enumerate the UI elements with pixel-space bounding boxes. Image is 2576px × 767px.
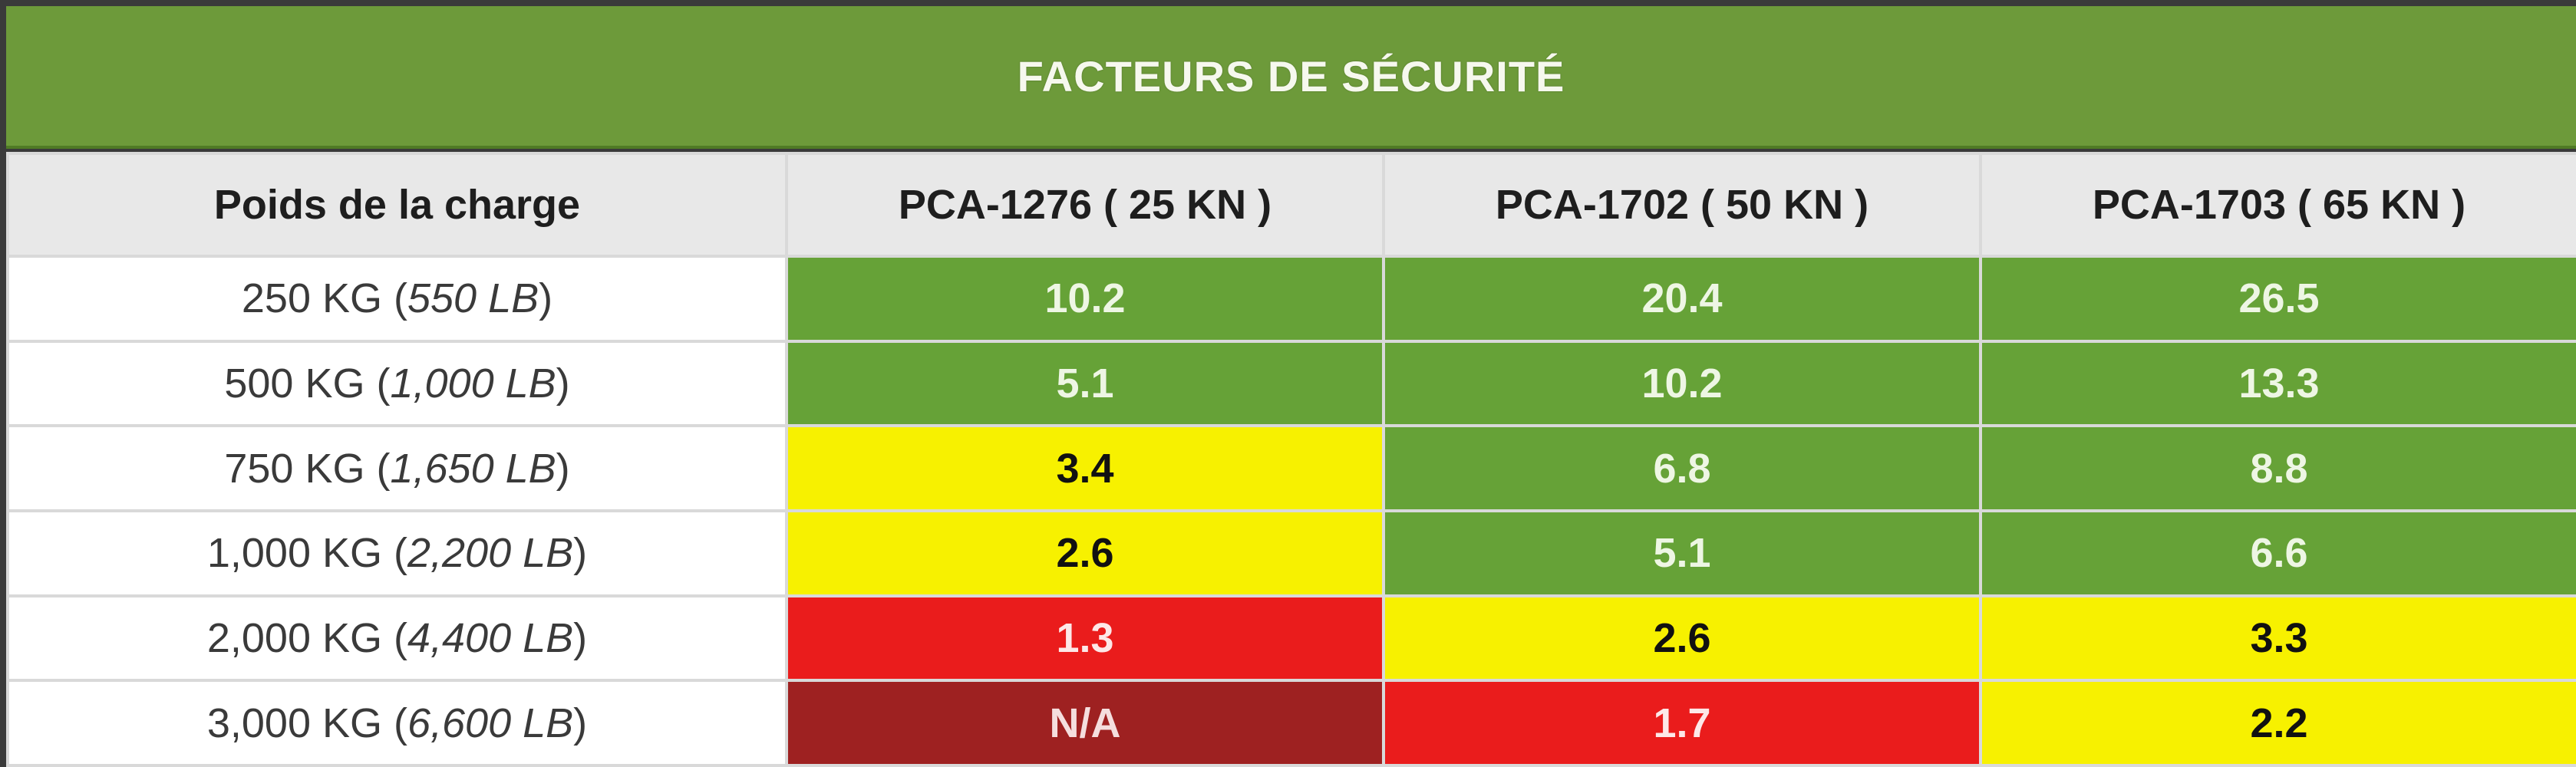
- load-lb: 1,000 LB: [390, 360, 556, 407]
- value-cell-pca-1702: 1.7: [1382, 679, 1982, 767]
- value-cell-pca-1702: 6.8: [1382, 424, 1982, 512]
- table-row: 3,000 KG (6,600 LB) N/A 1.7 2.2: [6, 679, 2576, 767]
- load-close: ): [573, 530, 588, 577]
- load-close: ): [573, 614, 588, 661]
- load-weight-cell: 750 KG (1,650 LB): [6, 424, 788, 512]
- load-lb: 1,650 LB: [390, 445, 556, 492]
- table-row: 500 KG (1,000 LB) 5.1 10.2 13.3: [6, 339, 2576, 428]
- load-kg: 1,000 KG (: [206, 530, 407, 577]
- load-kg: 750 KG (: [224, 445, 391, 492]
- value-cell-pca-1276: 5.1: [785, 339, 1385, 428]
- load-weight-cell: 2,000 KG (4,400 LB): [6, 594, 788, 683]
- value-cell-pca-1703: 26.5: [1979, 255, 2576, 343]
- header-row: Poids de la charge PCA-1276 ( 25 KN ) PC…: [6, 152, 2576, 258]
- load-close: ): [556, 360, 570, 407]
- value-cell-pca-1276: N/A: [785, 679, 1385, 767]
- value-cell-pca-1702: 20.4: [1382, 255, 1982, 343]
- column-header-pca-1703: PCA-1703 ( 65 KN ): [1979, 152, 2576, 258]
- value-cell-pca-1703: 8.8: [1979, 424, 2576, 512]
- load-close: ): [539, 275, 553, 322]
- load-kg: 250 KG (: [241, 275, 407, 322]
- value-cell-pca-1702: 10.2: [1382, 339, 1982, 428]
- load-weight-cell: 500 KG (1,000 LB): [6, 339, 788, 428]
- table-title: FACTEURS DE SÉCURITÉ: [6, 6, 2576, 149]
- column-header-pca-1276: PCA-1276 ( 25 KN ): [785, 152, 1385, 258]
- value-cell-pca-1276: 10.2: [785, 255, 1385, 343]
- value-cell-pca-1702: 5.1: [1382, 509, 1982, 597]
- load-kg: 2,000 KG (: [206, 614, 407, 661]
- value-cell-pca-1703: 13.3: [1979, 339, 2576, 428]
- table-row: 750 KG (1,650 LB) 3.4 6.8 8.8: [6, 424, 2576, 512]
- load-kg: 500 KG (: [224, 360, 391, 407]
- table-row: 2,000 KG (4,400 LB) 1.3 2.6 3.3: [6, 594, 2576, 683]
- load-weight-cell: 3,000 KG (6,600 LB): [6, 679, 788, 767]
- load-lb: 550 LB: [407, 275, 539, 322]
- value-cell-pca-1276: 3.4: [785, 424, 1385, 512]
- value-cell-pca-1703: 3.3: [1979, 594, 2576, 683]
- load-lb: 2,200 LB: [407, 530, 574, 577]
- load-close: ): [556, 445, 570, 492]
- load-lb: 6,600 LB: [407, 700, 574, 746]
- value-cell-pca-1276: 2.6: [785, 509, 1385, 597]
- column-header-load-weight: Poids de la charge: [6, 152, 788, 258]
- column-header-pca-1702: PCA-1702 ( 50 KN ): [1382, 152, 1982, 258]
- value-cell-pca-1702: 2.6: [1382, 594, 1982, 683]
- value-cell-pca-1703: 2.2: [1979, 679, 2576, 767]
- load-weight-cell: 250 KG (550 LB): [6, 255, 788, 343]
- table-row: 250 KG (550 LB) 10.2 20.4 26.5: [6, 255, 2576, 343]
- load-close: ): [573, 700, 588, 746]
- table-row: 1,000 KG (2,200 LB) 2.6 5.1 6.6: [6, 509, 2576, 597]
- value-cell-pca-1276: 1.3: [785, 594, 1385, 683]
- load-lb: 4,400 LB: [407, 614, 574, 661]
- value-cell-pca-1703: 6.6: [1979, 509, 2576, 597]
- load-kg: 3,000 KG (: [206, 700, 407, 746]
- load-weight-cell: 1,000 KG (2,200 LB): [6, 509, 788, 597]
- safety-factor-table: Poids de la charge PCA-1276 ( 25 KN ) PC…: [6, 152, 2576, 767]
